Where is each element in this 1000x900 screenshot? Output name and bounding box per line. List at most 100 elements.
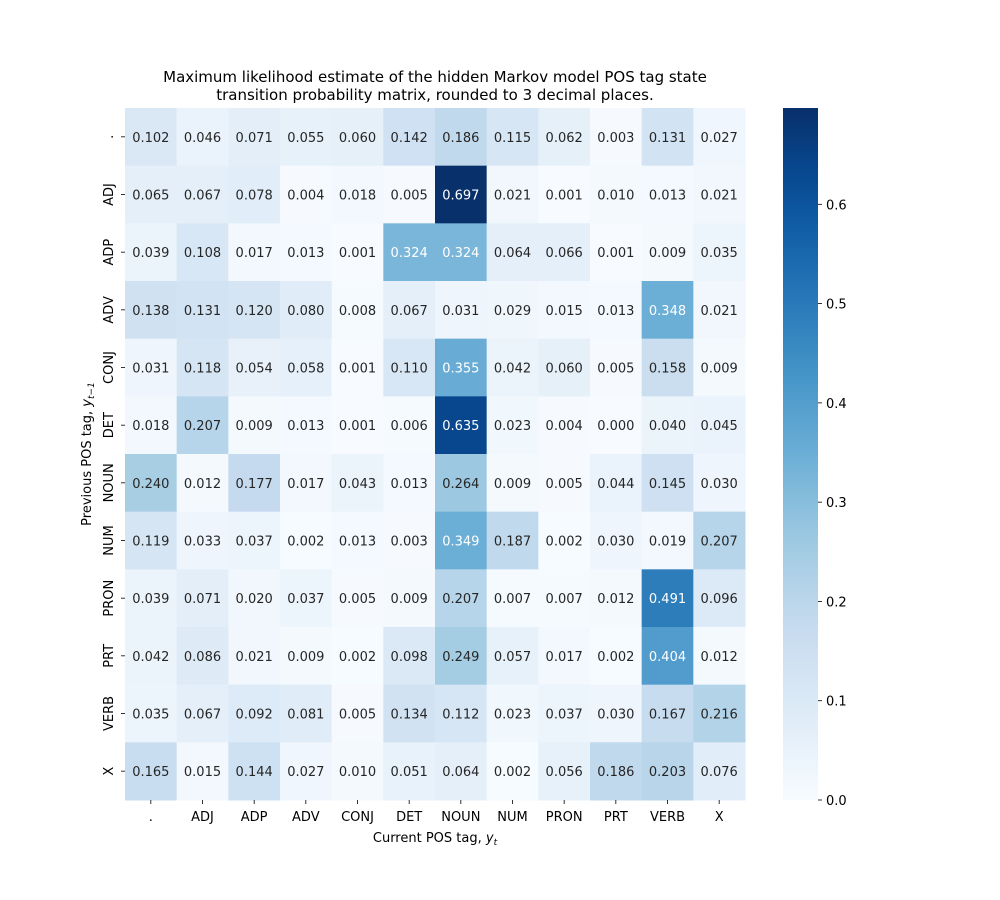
heatmap-cell [280, 511, 333, 570]
cell-value-label: 0.067 [391, 304, 428, 319]
heatmap-cell [280, 684, 333, 743]
heatmap-cell [125, 223, 178, 282]
heatmap-cell [331, 627, 384, 686]
cell-value-label: 0.057 [494, 650, 531, 665]
cell-value-label: 0.142 [391, 131, 428, 146]
cell-value-label: 0.005 [391, 189, 428, 204]
x-tick-labels: . ADJ ADP ADV CONJ DET NOUN NUM PRON PRT VERB X [149, 800, 724, 825]
cell-value-label: 0.005 [339, 592, 376, 607]
heatmap-cell [228, 454, 281, 513]
heatmap-cell [693, 684, 746, 743]
heatmap-cell [538, 396, 591, 455]
cell-value-label: 0.033 [184, 535, 221, 550]
cell-value-label: 0.035 [132, 708, 169, 723]
heatmap-cell [435, 338, 488, 397]
cell-value-label: 0.009 [287, 650, 324, 665]
heatmap-cell [125, 108, 178, 167]
heatmap-cell [641, 627, 694, 686]
cell-value-label: 0.013 [391, 477, 428, 492]
heatmap-cell [176, 627, 229, 686]
heatmap-cell [693, 511, 746, 570]
heatmap-cell [383, 165, 436, 224]
heatmap-cell [486, 165, 539, 224]
cell-value-label: 0.013 [597, 304, 634, 319]
cell-value-label: 0.000 [597, 419, 634, 434]
heatmap-cell [693, 223, 746, 282]
y-tick-label: ADJ [102, 183, 117, 206]
heatmap-cell [331, 742, 384, 801]
cell-value-label: 0.249 [442, 650, 479, 665]
heatmap-cell [435, 281, 488, 340]
cell-value-label: 0.039 [132, 246, 169, 261]
cell-value-label: 0.186 [597, 765, 634, 780]
cell-value-label: 0.112 [442, 708, 479, 723]
heatmap-cell [435, 627, 488, 686]
heatmap-cell [538, 511, 591, 570]
cell-value-label: 0.027 [701, 131, 738, 146]
heatmap-cell [383, 684, 436, 743]
cell-value-label: 0.003 [391, 535, 428, 550]
y-tick-label: . [102, 135, 117, 139]
heatmap-cell [331, 569, 384, 628]
colorbar-tick-label: 0.5 [826, 298, 847, 313]
heatmap-cell [125, 454, 178, 513]
cell-value-label: 0.021 [494, 189, 531, 204]
heatmap-cell [383, 511, 436, 570]
heatmap-cell [331, 511, 384, 570]
cell-value-label: 0.060 [339, 131, 376, 146]
cell-value-label: 0.108 [184, 246, 221, 261]
heatmap-cell [228, 165, 281, 224]
heatmap-cell [280, 338, 333, 397]
cell-value-label: 0.167 [649, 708, 686, 723]
cell-value-label: 0.002 [339, 650, 376, 665]
cell-value-label: 0.120 [236, 304, 273, 319]
heatmap-cell [280, 454, 333, 513]
cell-value-label: 0.001 [339, 419, 376, 434]
chart-title: Maximum likelihood estimate of the hidde… [163, 68, 707, 104]
cell-value-label: 0.023 [494, 419, 531, 434]
cell-value-label: 0.013 [287, 419, 324, 434]
heatmap-cell [228, 281, 281, 340]
cell-value-label: 0.158 [649, 362, 686, 377]
heatmap-cell [125, 338, 178, 397]
heatmap-cell [590, 569, 643, 628]
cell-value-label: 0.207 [442, 592, 479, 607]
heatmap-cell [125, 684, 178, 743]
cell-value-label: 0.076 [701, 765, 738, 780]
cell-value-label: 0.216 [701, 708, 738, 723]
heatmap-cell [125, 742, 178, 801]
colorbar-tick-label: 0.6 [826, 198, 847, 213]
heatmap-cell [486, 108, 539, 167]
cell-value-label: 0.186 [442, 131, 479, 146]
heatmap-cell [590, 396, 643, 455]
heatmap-cell [228, 338, 281, 397]
y-tick-label: CONJ [102, 351, 117, 384]
heatmap-cell [538, 338, 591, 397]
cell-value-label: 0.349 [442, 535, 479, 550]
cell-value-label: 0.009 [391, 592, 428, 607]
cell-value-label: 0.001 [597, 246, 634, 261]
y-axis-label: Previous POS tag, yt−1 [80, 382, 97, 526]
cell-value-label: 0.046 [184, 131, 221, 146]
cell-value-label: 0.037 [236, 535, 273, 550]
x-tick-label: ADJ [191, 810, 214, 825]
heatmap-cell [280, 569, 333, 628]
heatmap-cell [693, 396, 746, 455]
heatmap-cell [693, 281, 746, 340]
heatmap-cell [383, 396, 436, 455]
heatmap-cell [590, 281, 643, 340]
cell-value-label: 0.018 [132, 419, 169, 434]
cell-value-label: 0.007 [494, 592, 531, 607]
cell-value-label: 0.001 [339, 246, 376, 261]
heatmap-cell [590, 742, 643, 801]
cell-value-label: 0.001 [339, 362, 376, 377]
cell-value-label: 0.023 [494, 708, 531, 723]
heatmap-cell [125, 627, 178, 686]
heatmap-cell [383, 742, 436, 801]
cell-value-label: 0.042 [494, 362, 531, 377]
cell-value-label: 0.037 [287, 592, 324, 607]
cell-value-label: 0.240 [132, 477, 169, 492]
heatmap-cell [228, 742, 281, 801]
cell-value-label: 0.021 [701, 189, 738, 204]
cell-value-label: 0.044 [597, 477, 634, 492]
